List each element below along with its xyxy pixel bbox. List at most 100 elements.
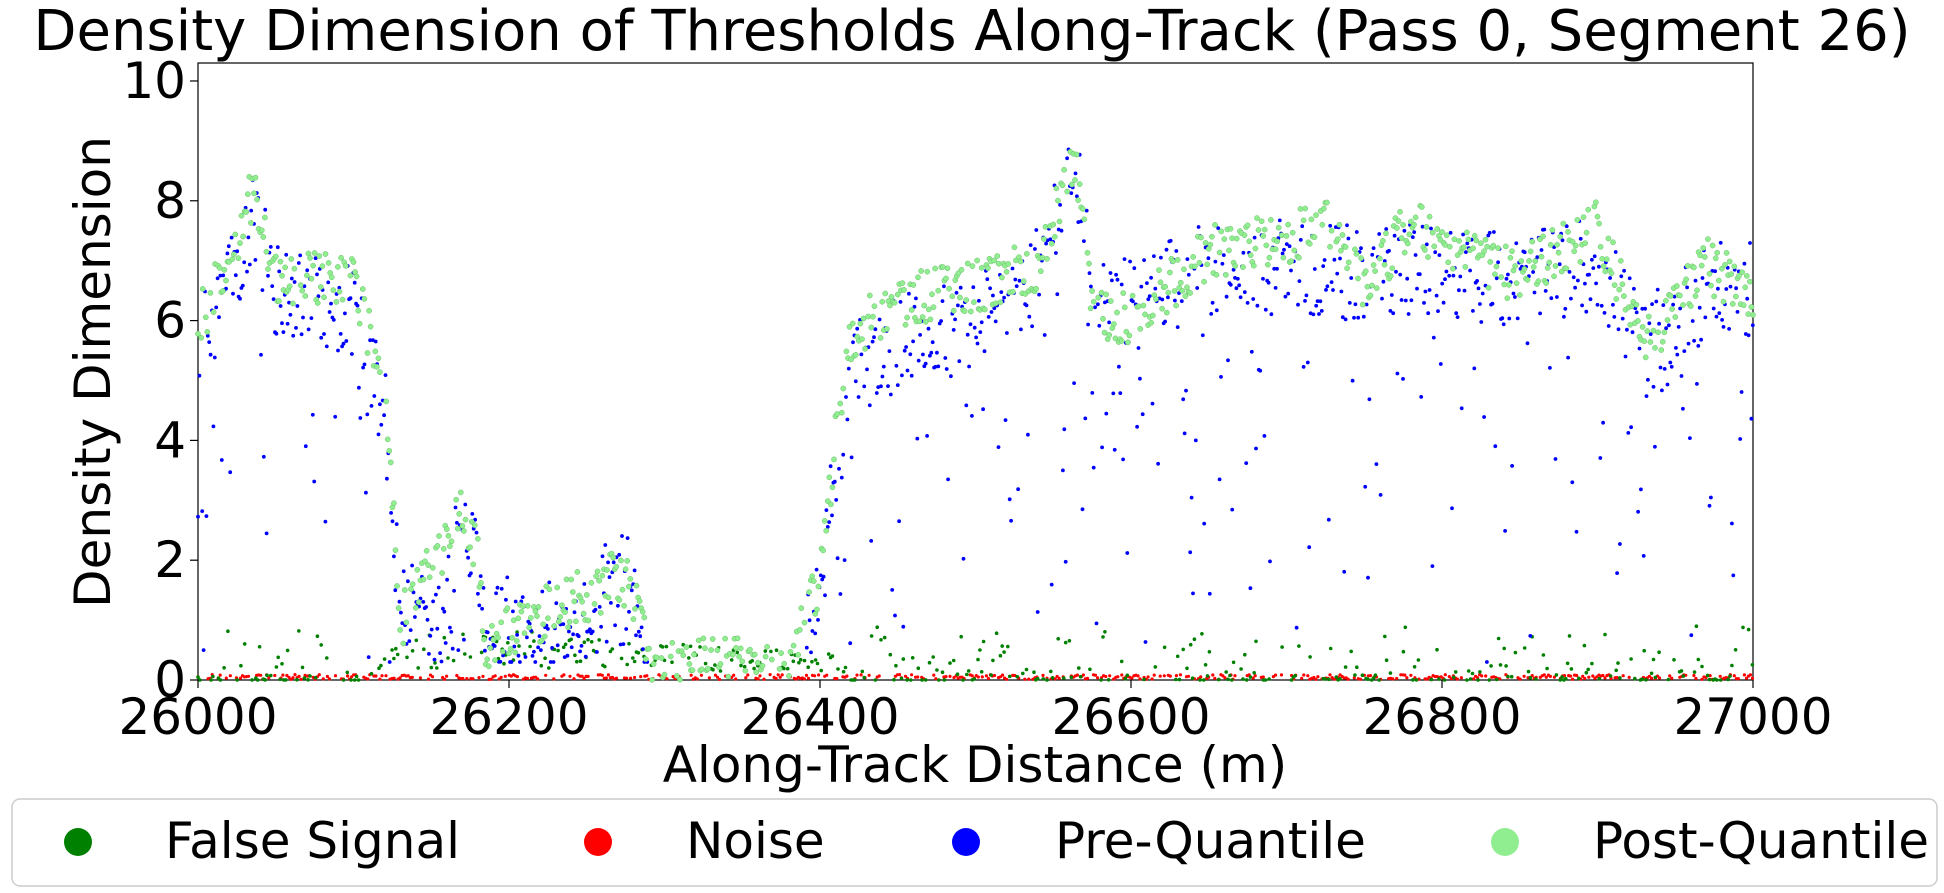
pre-quantile-point <box>301 315 305 320</box>
pre-quantile-point <box>555 643 560 648</box>
noise-point <box>1223 676 1227 680</box>
pre-quantile-point <box>1048 237 1053 242</box>
post-quantile-point <box>342 263 349 269</box>
post-quantile-point <box>1148 319 1155 326</box>
false-signal-point <box>1608 674 1613 678</box>
post-quantile-point <box>1740 302 1747 309</box>
post-quantile-point <box>409 581 416 588</box>
noise-point <box>1403 673 1407 677</box>
false-signal-point <box>703 661 708 666</box>
post-quantile-point <box>574 569 581 575</box>
pre-quantile-point <box>1286 291 1291 296</box>
pre-quantile-point <box>946 477 950 482</box>
pre-quantile-point <box>1277 218 1282 223</box>
pre-quantile-point <box>504 597 508 602</box>
post-quantile-point <box>944 265 951 272</box>
post-quantile-point <box>1126 332 1133 339</box>
noise-point <box>1316 675 1320 679</box>
post-quantile-point <box>1338 247 1344 254</box>
post-quantile-point <box>521 630 528 637</box>
pre-quantile-point <box>1179 299 1184 303</box>
pre-quantile-point <box>1354 230 1359 234</box>
pre-quantile-point <box>548 660 553 664</box>
post-quantile-point <box>625 583 632 590</box>
post-quantile-point <box>1642 354 1649 361</box>
pre-quantile-point <box>1237 283 1242 288</box>
pre-quantile-point <box>901 624 906 629</box>
pre-quantile-point <box>846 366 851 371</box>
post-quantile-point <box>1328 227 1335 234</box>
false-signal-point <box>923 678 928 682</box>
pre-quantile-point <box>828 464 833 469</box>
post-quantile-point <box>658 655 665 661</box>
noise-point <box>582 676 586 681</box>
false-signal-point <box>632 659 637 664</box>
false-signal-point <box>810 659 814 664</box>
false-signal-point <box>356 678 361 682</box>
pre-quantile-point <box>978 330 983 334</box>
post-quantile-point <box>1664 317 1671 323</box>
x-tick-label: 26200 <box>429 688 588 746</box>
post-quantile-point <box>1723 250 1730 256</box>
post-quantile-point <box>571 598 578 605</box>
pre-quantile-point <box>492 644 497 648</box>
pre-quantile-point <box>329 301 333 306</box>
pre-quantile-point <box>1364 302 1369 307</box>
post-quantile-point <box>618 557 624 564</box>
pre-quantile-point <box>1231 267 1236 272</box>
pre-quantile-point <box>1720 318 1724 322</box>
pre-quantile-point <box>872 335 876 340</box>
pre-quantile-point <box>407 639 412 643</box>
post-quantile-point <box>1422 247 1428 253</box>
pre-quantile-point <box>1746 333 1751 338</box>
post-quantile-point <box>943 275 949 282</box>
post-quantile-point <box>1302 205 1309 212</box>
noise-point <box>1562 674 1567 678</box>
pre-quantile-point <box>954 290 959 295</box>
pre-quantile-point <box>1632 286 1636 291</box>
false-signal-point <box>1153 665 1158 669</box>
pre-quantile-point <box>1433 250 1438 255</box>
post-quantile-point <box>290 300 296 307</box>
pre-quantile-point <box>1686 341 1691 346</box>
noise-point <box>1027 677 1031 681</box>
false-signal-point <box>875 625 879 629</box>
pre-quantile-point <box>1289 268 1293 273</box>
post-quantile-point <box>1055 197 1061 204</box>
noise-point <box>604 676 608 680</box>
post-quantile-point <box>1247 252 1254 259</box>
pre-quantile-point <box>485 630 490 635</box>
post-quantile-point <box>565 624 571 631</box>
pre-quantile-point <box>1298 238 1303 242</box>
post-quantile-point <box>999 274 1005 281</box>
false-signal-point <box>506 641 510 645</box>
pre-quantile-point <box>1142 258 1146 262</box>
false-signal-point <box>826 652 831 656</box>
pre-quantile-point <box>277 269 282 274</box>
pre-quantile-point <box>851 340 855 345</box>
pre-quantile-point <box>1492 230 1496 234</box>
false-signal-point <box>769 649 773 654</box>
pre-quantile-point <box>894 363 899 368</box>
post-quantile-point <box>622 566 629 573</box>
pre-quantile-point <box>498 659 503 664</box>
pre-quantile-point <box>1562 314 1566 319</box>
pre-quantile-point <box>295 304 300 308</box>
pre-quantile-point <box>1035 610 1040 614</box>
post-quantile-point <box>527 615 534 621</box>
post-quantile-point <box>764 643 770 650</box>
pre-quantile-point <box>1648 332 1653 336</box>
post-quantile-point <box>1240 264 1246 270</box>
post-quantile-point <box>262 214 268 221</box>
pre-quantile-point <box>1087 271 1092 275</box>
false-signal-point <box>1078 674 1083 679</box>
post-quantile-point <box>1394 225 1400 231</box>
false-signal-point <box>1185 666 1189 671</box>
false-signal-point <box>1653 675 1658 680</box>
false-signal-point <box>539 663 544 668</box>
post-quantile-point <box>1412 214 1419 221</box>
post-quantile-point <box>877 335 884 341</box>
post-quantile-point <box>1619 281 1626 288</box>
pre-quantile-point <box>982 349 987 354</box>
post-quantile-point <box>1198 234 1204 241</box>
